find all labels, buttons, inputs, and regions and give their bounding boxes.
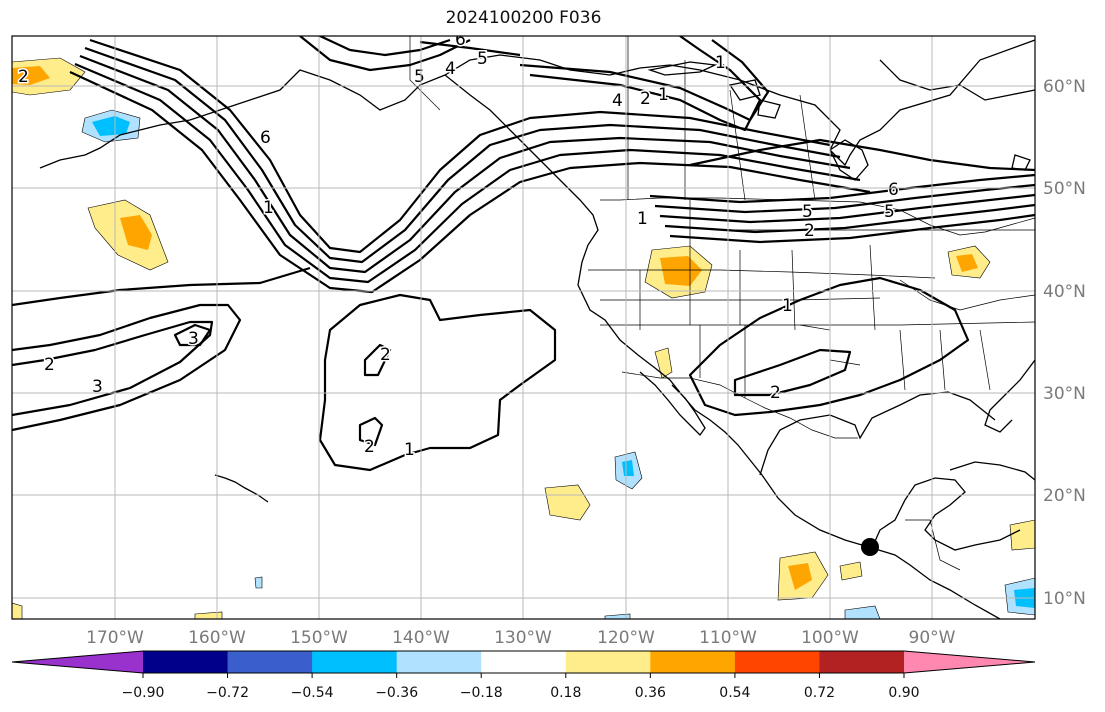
contour-label: 2 — [804, 221, 815, 241]
lon-label: 140°W — [392, 628, 450, 648]
lon-label: 110°W — [699, 628, 757, 648]
contour-label: 5 — [802, 202, 813, 222]
lat-label: 20°N — [1043, 486, 1086, 506]
political-borders — [409, 36, 1035, 571]
colorbar-segment — [819, 651, 905, 673]
colorbar-segment — [904, 651, 1035, 673]
colorbar-segment — [481, 651, 567, 673]
lon-label: 130°W — [494, 628, 552, 648]
colorbar-tick-label: −0.72 — [206, 685, 249, 701]
contour-label: 1 — [782, 296, 793, 316]
contour-label: 6 — [260, 128, 271, 148]
contour-label: 2 — [640, 89, 651, 109]
coast-gulf — [759, 391, 996, 476]
storm-location-marker — [861, 538, 879, 556]
colorbar-tick-label: 0.54 — [719, 685, 750, 701]
contour-label: 5 — [884, 202, 895, 222]
contour-jet-east — [649, 173, 1035, 204]
colorbar-segment — [143, 651, 229, 673]
colorbar-tick-label: −0.54 — [291, 685, 334, 701]
coast-cuba — [949, 461, 1035, 481]
coast-east-us — [984, 359, 1035, 433]
contour-subtropical-1 — [318, 293, 557, 472]
border-us-mexico — [621, 371, 858, 439]
contour-label: 2 — [364, 437, 375, 457]
contour-label: 1 — [263, 198, 274, 218]
contour-label: 2 — [18, 67, 29, 87]
contour-aleutian-1 — [89, 38, 831, 254]
colorbar-segment — [565, 651, 651, 673]
contour-label: 3 — [188, 329, 199, 349]
colorbar-tick-label: 0.72 — [804, 685, 835, 701]
contour-label: 1 — [715, 53, 726, 73]
colorbar: −0.90 −0.72 −0.54 −0.36 −0.18 0.18 0.36 0.54 0.7… — [11, 650, 1036, 701]
colorbar-segment — [650, 651, 736, 673]
colorbar-segment — [396, 651, 482, 673]
coast-hudson — [879, 59, 1035, 101]
colorbar-segment — [734, 651, 820, 673]
contour-lines — [12, 36, 1035, 472]
lon-label: 120°W — [597, 628, 655, 648]
contour-label: 5 — [414, 67, 425, 87]
latitude-axis: 60°N 50°N 40°N 30°N 20°N 10°N — [1043, 77, 1086, 609]
colorbar-tick-label: −0.18 — [460, 685, 503, 701]
contour-desert-high — [688, 276, 970, 417]
contour-canada-trough — [529, 36, 762, 132]
longitude-axis: 170°W 160°W 150°W 140°W 130°W 120°W 110°… — [86, 628, 956, 648]
map-frame — [11, 35, 1036, 620]
border-us-canada — [600, 197, 1035, 236]
colorbar-tick-label: −0.90 — [122, 685, 165, 701]
lon-label: 160°W — [188, 628, 246, 648]
contour-label: 4 — [445, 59, 456, 79]
contour-label: 1 — [658, 85, 669, 105]
map-title: 2024100200 F036 — [445, 8, 602, 28]
contour-label: 6 — [455, 30, 466, 50]
lat-label: 60°N — [1043, 77, 1086, 97]
contour-label: 1 — [404, 440, 415, 460]
contour-pacific-low — [12, 303, 242, 432]
colorbar-tick-label: −0.36 — [375, 685, 418, 701]
border-alaska-canada — [409, 36, 441, 111]
contour-label: 6 — [888, 180, 899, 200]
lat-label: 50°N — [1043, 179, 1086, 199]
lat-label: 10°N — [1043, 589, 1086, 609]
colorbar-tick-label: 0.36 — [635, 685, 666, 701]
lat-label: 40°N — [1043, 282, 1086, 302]
colorbar-tick-label: 0.18 — [550, 685, 581, 701]
colorbar-segment — [12, 651, 143, 673]
coast-hawaii — [214, 474, 269, 503]
contour-label: 2 — [44, 355, 55, 375]
lon-label: 100°W — [801, 628, 859, 648]
colorbar-ticks: −0.90 −0.72 −0.54 −0.36 −0.18 0.18 0.36 0.54 0.7… — [122, 673, 920, 701]
contour-label: 4 — [612, 91, 623, 111]
lon-label: 90°W — [909, 628, 956, 648]
colorbar-tick-label: 0.90 — [888, 685, 919, 701]
lon-label: 170°W — [86, 628, 144, 648]
gridlines — [12, 36, 1035, 619]
colorbar-segment — [312, 651, 398, 673]
colorbar-segments — [11, 650, 1036, 674]
shade-yellow-south — [544, 484, 591, 521]
contour-label: 1 — [637, 209, 648, 229]
coast-yucatan — [871, 477, 1021, 551]
contour-label: 2 — [380, 345, 391, 365]
lon-label: 150°W — [290, 628, 348, 648]
colorbar-segment — [227, 651, 313, 673]
contour-label: 3 — [92, 377, 103, 397]
contour-label: 5 — [477, 49, 488, 69]
contour-label-group: 6 5 4 5 2 1 2 6 4 1 6 5 1 5 2 1 2 3 3 2 … — [17, 30, 901, 462]
lat-label: 30°N — [1043, 384, 1086, 404]
